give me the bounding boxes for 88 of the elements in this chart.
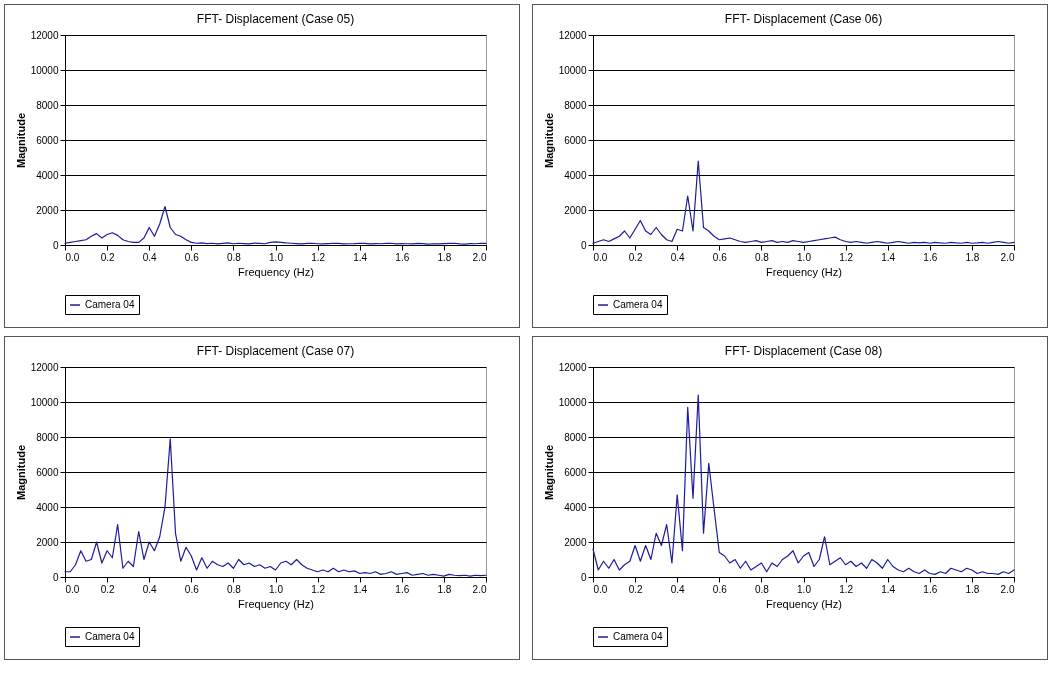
x-tick-label: 0.0 bbox=[65, 251, 80, 263]
x-tick-label: 1.8 bbox=[965, 251, 980, 263]
x-tick-label: 2.0 bbox=[472, 251, 487, 263]
y-tick-label: 4000 bbox=[36, 169, 59, 181]
y-axis-title: Magnitude bbox=[14, 113, 27, 168]
y-tick-label: 10000 bbox=[30, 396, 59, 408]
x-axis-title: Frequency (Hz) bbox=[766, 265, 842, 278]
y-tick-label: 0 bbox=[580, 571, 587, 583]
y-tick-label: 4000 bbox=[564, 501, 587, 513]
x-tick-label: 1.0 bbox=[797, 583, 812, 595]
x-tick-label: 1.4 bbox=[353, 251, 368, 263]
x-tick-label: 1.4 bbox=[353, 583, 368, 595]
y-tick-label: 10000 bbox=[558, 64, 587, 76]
y-tick-label: 8000 bbox=[36, 99, 59, 111]
y-tick-label: 2000 bbox=[564, 204, 587, 216]
x-tick-label: 1.6 bbox=[395, 251, 410, 263]
x-tick-label: 0.6 bbox=[184, 583, 200, 595]
x-tick-label: 0.2 bbox=[100, 251, 115, 263]
x-tick-label: 0.2 bbox=[628, 583, 643, 595]
legend-label: Camera 04 bbox=[85, 299, 135, 310]
x-tick-label: 0.6 bbox=[712, 583, 728, 595]
x-tick-label: 1.6 bbox=[395, 583, 410, 595]
x-tick-label: 1.0 bbox=[269, 583, 284, 595]
x-axis-title: Frequency (Hz) bbox=[766, 597, 842, 610]
x-tick-label: 0.0 bbox=[593, 583, 608, 595]
x-tick-label: 0.8 bbox=[226, 583, 242, 595]
y-tick-label: 8000 bbox=[564, 431, 587, 443]
x-tick-label: 2.0 bbox=[1000, 583, 1015, 595]
x-tick-label: 1.2 bbox=[311, 583, 326, 595]
chart-title: FFT- Displacement (Case 05) bbox=[196, 12, 355, 26]
x-tick-label: 2.0 bbox=[1000, 251, 1015, 263]
x-tick-label: 0.2 bbox=[628, 251, 643, 263]
x-axis-title: Frequency (Hz) bbox=[238, 265, 314, 278]
y-tick-label: 10000 bbox=[30, 64, 59, 76]
y-tick-label: 0 bbox=[580, 239, 587, 251]
x-tick-label: 1.4 bbox=[881, 251, 896, 263]
x-tick-label: 0.2 bbox=[100, 583, 115, 595]
y-axis-title: Magnitude bbox=[542, 445, 555, 500]
x-tick-label: 2.0 bbox=[472, 583, 487, 595]
y-tick-label: 12000 bbox=[30, 361, 59, 373]
y-tick-label: 6000 bbox=[564, 466, 587, 478]
y-tick-label: 12000 bbox=[30, 29, 59, 41]
x-tick-label: 1.2 bbox=[839, 583, 854, 595]
y-tick-label: 10000 bbox=[558, 396, 587, 408]
legend-label: Camera 04 bbox=[85, 631, 135, 642]
y-tick-label: 6000 bbox=[36, 134, 59, 146]
y-tick-label: 0 bbox=[52, 239, 59, 251]
y-tick-label: 12000 bbox=[558, 29, 587, 41]
x-axis-title: Frequency (Hz) bbox=[238, 597, 314, 610]
x-tick-label: 0.6 bbox=[184, 251, 200, 263]
chart-title: FFT- Displacement (Case 08) bbox=[724, 344, 883, 358]
x-tick-label: 0.4 bbox=[142, 583, 158, 595]
x-tick-label: 1.8 bbox=[437, 583, 452, 595]
x-tick-label: 0.6 bbox=[712, 251, 728, 263]
y-tick-label: 6000 bbox=[36, 466, 59, 478]
legend-label: Camera 04 bbox=[613, 631, 663, 642]
y-tick-label: 6000 bbox=[564, 134, 587, 146]
y-tick-label: 2000 bbox=[564, 536, 587, 548]
y-tick-label: 0 bbox=[52, 571, 59, 583]
y-tick-label: 2000 bbox=[36, 536, 59, 548]
x-tick-label: 1.0 bbox=[269, 251, 284, 263]
x-tick-label: 1.6 bbox=[923, 251, 938, 263]
y-axis-title: Magnitude bbox=[542, 113, 555, 168]
x-tick-label: 0.8 bbox=[754, 251, 770, 263]
x-tick-label: 1.0 bbox=[797, 251, 812, 263]
x-tick-label: 0.4 bbox=[670, 251, 686, 263]
x-tick-label: 1.8 bbox=[437, 251, 452, 263]
chart-title: FFT- Displacement (Case 06) bbox=[724, 12, 883, 26]
y-axis-title: Magnitude bbox=[14, 445, 27, 500]
y-tick-label: 8000 bbox=[564, 99, 587, 111]
x-tick-label: 1.2 bbox=[311, 251, 326, 263]
y-tick-label: 8000 bbox=[36, 431, 59, 443]
x-tick-label: 1.4 bbox=[881, 583, 896, 595]
x-tick-label: 0.0 bbox=[593, 251, 608, 263]
x-tick-label: 1.2 bbox=[839, 251, 854, 263]
legend-label: Camera 04 bbox=[613, 299, 663, 310]
x-tick-label: 0.4 bbox=[142, 251, 158, 263]
x-tick-label: 0.0 bbox=[65, 583, 80, 595]
y-tick-label: 2000 bbox=[36, 204, 59, 216]
chart-title: FFT- Displacement (Case 07) bbox=[196, 344, 355, 358]
y-tick-label: 4000 bbox=[564, 169, 587, 181]
x-tick-label: 0.4 bbox=[670, 583, 686, 595]
x-tick-label: 1.6 bbox=[923, 583, 938, 595]
x-tick-label: 0.8 bbox=[754, 583, 770, 595]
y-tick-label: 12000 bbox=[558, 361, 587, 373]
x-tick-label: 0.8 bbox=[226, 251, 242, 263]
y-tick-label: 4000 bbox=[36, 501, 59, 513]
x-tick-label: 1.8 bbox=[965, 583, 980, 595]
